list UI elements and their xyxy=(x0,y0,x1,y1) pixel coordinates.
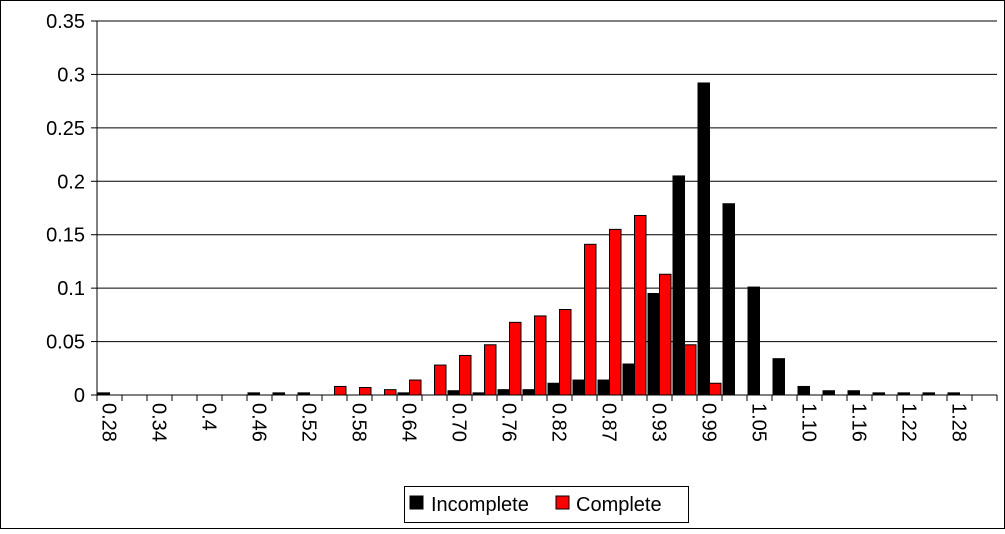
x-tick-label: 1.22 xyxy=(898,403,920,442)
bar-incomplete xyxy=(847,390,860,396)
x-axis-ticks: 0.28 0.34 0.4 0.46 0.52 0.58 0.64 0.70 0.76 0.82 0… xyxy=(96,395,998,442)
y-axis-ticks: 0 0.05 0.1 0.15 0.2 0.25 0.3 0.35 xyxy=(46,11,97,407)
x-tick-label: 1.05 xyxy=(748,403,770,442)
bar-incomplete xyxy=(647,292,660,396)
x-tick-label: 0.99 xyxy=(698,403,720,442)
bar-incomplete xyxy=(822,390,835,396)
x-tick-label: 0.52 xyxy=(298,403,320,442)
bar-incomplete xyxy=(622,363,635,396)
gridlines xyxy=(97,20,997,343)
bar-complete xyxy=(334,385,347,396)
bar-complete xyxy=(584,243,597,396)
legend-box xyxy=(404,486,689,523)
y-tick-label: 0 xyxy=(74,385,85,407)
bar-complete xyxy=(409,379,422,396)
bar-complete xyxy=(484,344,497,396)
y-tick-label: 0.35 xyxy=(46,11,85,33)
x-tick-label: 0.93 xyxy=(648,403,670,442)
bar-incomplete xyxy=(672,175,685,396)
bar-incomplete xyxy=(697,82,710,396)
y-tick-label: 0.05 xyxy=(46,332,85,354)
bar-complete xyxy=(384,389,397,396)
x-tick-label: 0.34 xyxy=(148,403,170,442)
y-tick-label: 0.25 xyxy=(46,118,85,140)
bar-incomplete xyxy=(522,389,535,396)
bar-incomplete xyxy=(797,385,810,396)
y-tick-label: 0.2 xyxy=(57,171,85,193)
legend-label-complete: Complete xyxy=(576,494,662,516)
bar-incomplete xyxy=(497,389,510,396)
bar-incomplete xyxy=(447,390,460,396)
y-tick-label: 0.3 xyxy=(57,64,85,86)
bar-complete xyxy=(709,382,722,396)
legend: Incomplete Complete xyxy=(404,486,689,523)
bar-incomplete xyxy=(547,382,560,396)
x-tick-label: 0.87 xyxy=(598,403,620,442)
bar-incomplete xyxy=(772,358,785,396)
legend-swatch-complete xyxy=(555,495,570,510)
bar-complete xyxy=(534,315,547,396)
x-tick-label: 0.4 xyxy=(198,403,220,431)
bar-complete xyxy=(634,214,647,396)
bar-incomplete xyxy=(747,286,760,396)
x-tick-label: 0.82 xyxy=(548,403,570,442)
bar-incomplete xyxy=(597,379,610,396)
y-tick-label: 0.1 xyxy=(57,278,85,300)
bar-complete xyxy=(359,387,372,396)
bar-complete xyxy=(434,364,447,396)
x-tick-label: 1.16 xyxy=(848,403,870,442)
bar-incomplete xyxy=(722,203,735,396)
bar-complete xyxy=(609,228,622,396)
bars xyxy=(97,82,960,396)
x-tick-label: 0.70 xyxy=(448,403,470,442)
x-tick-label: 1.10 xyxy=(798,403,820,442)
bar-complete xyxy=(659,273,672,396)
x-tick-label: 0.64 xyxy=(398,403,420,442)
legend-swatch-incomplete xyxy=(409,495,424,510)
bar-complete xyxy=(459,354,472,396)
x-tick-label: 0.76 xyxy=(498,403,520,442)
x-tick-label: 1.28 xyxy=(948,403,970,442)
bar-incomplete xyxy=(572,379,585,396)
x-tick-label: 0.46 xyxy=(248,403,270,442)
x-tick-label: 0.28 xyxy=(98,403,120,442)
bar-complete xyxy=(684,344,697,396)
bar-complete xyxy=(509,321,522,396)
legend-label-incomplete: Incomplete xyxy=(431,494,529,516)
bar-complete xyxy=(559,309,572,396)
y-tick-label: 0.15 xyxy=(46,225,85,247)
x-tick-label: 0.58 xyxy=(348,403,370,442)
